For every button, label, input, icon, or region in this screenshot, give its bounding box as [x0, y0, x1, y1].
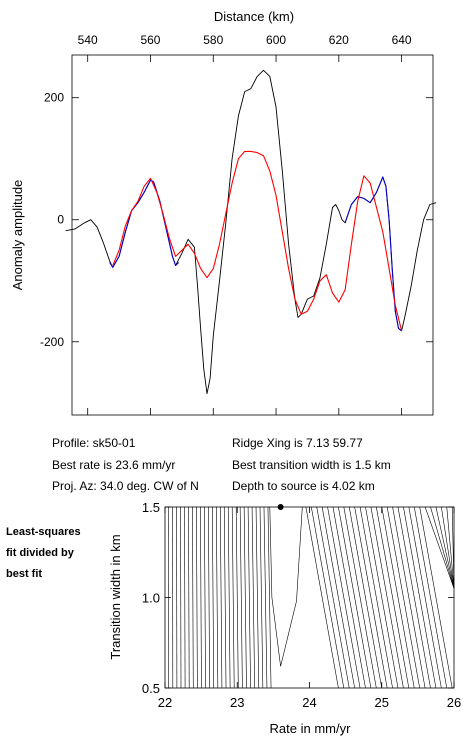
- contour-line: [311, 506, 345, 689]
- contour-line: [255, 506, 260, 689]
- contour-line: [338, 506, 372, 689]
- depth-to-source: Depth to source is 4.02 km: [232, 479, 375, 493]
- contour-line: [239, 506, 243, 689]
- contour-line: [247, 506, 251, 689]
- contour-line: [392, 506, 426, 689]
- contour-y-axis-label: Transition width in km: [108, 534, 123, 659]
- contour-line: [343, 506, 377, 689]
- contour-line: [446, 506, 455, 589]
- contour-note: Least-squares fit divided by best fit: [6, 522, 81, 585]
- contour-line: [196, 506, 198, 689]
- contour-line: [435, 506, 455, 589]
- y-tick-label: 1.0: [142, 591, 160, 606]
- y-tick-label: 200: [44, 91, 64, 105]
- contour-line: [231, 506, 235, 689]
- contour-lines: [168, 506, 455, 689]
- profile-plot-frame: [71, 54, 434, 416]
- contour-line: [200, 506, 202, 689]
- x-tick-label: 24: [302, 695, 316, 710]
- contour-line: [219, 506, 223, 689]
- y-tick-label: 1.5: [142, 500, 160, 515]
- contour-line: [263, 506, 268, 689]
- contour-line: [316, 506, 350, 689]
- x-tick-label: 25: [375, 695, 389, 710]
- contour-line: [212, 506, 215, 689]
- profile-x-axis-label: Distance (km): [214, 9, 294, 24]
- contour-line: [381, 506, 415, 689]
- contour-line: [184, 506, 186, 689]
- contour-line: [419, 506, 453, 689]
- x-tick-label: 580: [203, 33, 223, 47]
- y-tick-label: 0: [57, 213, 64, 227]
- series-line: [65, 69, 437, 395]
- contour-line: [397, 506, 431, 689]
- contour-line: [332, 506, 366, 689]
- contour-line: [267, 506, 272, 689]
- best-rate: Best rate is 23.6 mm/yr: [52, 458, 176, 472]
- contour-line: [348, 506, 383, 689]
- contour-line: [259, 506, 264, 689]
- contour-line: [251, 506, 255, 689]
- contour-line: [430, 506, 455, 589]
- contour-line: [204, 506, 206, 689]
- x-tick-label: 22: [158, 695, 172, 710]
- best-fit-marker: [277, 504, 284, 510]
- contour-line: [359, 506, 393, 689]
- x-tick-label: 640: [392, 33, 412, 47]
- contour-line: [243, 506, 247, 689]
- contour-x-axis-label: Rate in mm/yr: [270, 721, 352, 736]
- profile-y-axis-label: Anomaly amplitude: [10, 180, 25, 291]
- x-tick-label: 560: [140, 33, 160, 47]
- series-line: [112, 150, 403, 331]
- projection-azimuth: Proj. Az: 34.0 deg. CW of N: [52, 479, 199, 493]
- ridge-crossing: Ridge Xing is 7.13 59.77: [232, 436, 363, 450]
- profile-axis-ticks: 540 560 580 600 620 640 200 0 -200: [40, 33, 433, 415]
- series-line: [344, 176, 402, 332]
- contour-line: [223, 506, 227, 689]
- contour-axis-ticks: 22 23 24 25 26 0.5 1.0 1.5: [142, 500, 461, 710]
- contour-line: [321, 506, 355, 689]
- best-transition-width: Best transition width is 1.5 km: [232, 458, 391, 472]
- contour-line: [208, 506, 210, 689]
- contour-line: [365, 506, 399, 689]
- contour-line: [227, 506, 231, 689]
- contour-note-line: Least-squares: [6, 526, 81, 538]
- x-tick-label: 620: [329, 33, 349, 47]
- contour-line: [305, 506, 339, 689]
- profile-name: Profile: sk50-01: [52, 436, 136, 450]
- contour-line: [424, 506, 455, 589]
- contour-line: [192, 506, 194, 689]
- contour-line: [235, 506, 239, 689]
- contour-line: [269, 506, 303, 667]
- profile-series: [65, 69, 437, 395]
- contour-line: [413, 506, 448, 689]
- contour-line: [327, 506, 361, 689]
- contour-note-line: fit divided by: [6, 547, 74, 559]
- contour-line: [451, 506, 455, 589]
- x-tick-label: 600: [266, 33, 286, 47]
- contour-note-line: best fit: [6, 568, 43, 580]
- contour-line: [354, 506, 388, 689]
- y-tick-label: -200: [40, 335, 64, 349]
- contour-line: [370, 506, 404, 689]
- x-tick-label: 26: [447, 695, 461, 710]
- contour-line: [441, 506, 455, 589]
- contour-line: [215, 506, 219, 689]
- y-tick-label: 0.5: [142, 681, 160, 696]
- series-line: [109, 179, 180, 268]
- contour-line: [403, 506, 437, 689]
- contour-line: [376, 506, 410, 689]
- contour-line: [408, 506, 442, 689]
- x-tick-label: 540: [78, 33, 98, 47]
- contour-line: [386, 506, 420, 689]
- contour-line: [188, 506, 190, 689]
- x-tick-label: 23: [230, 695, 244, 710]
